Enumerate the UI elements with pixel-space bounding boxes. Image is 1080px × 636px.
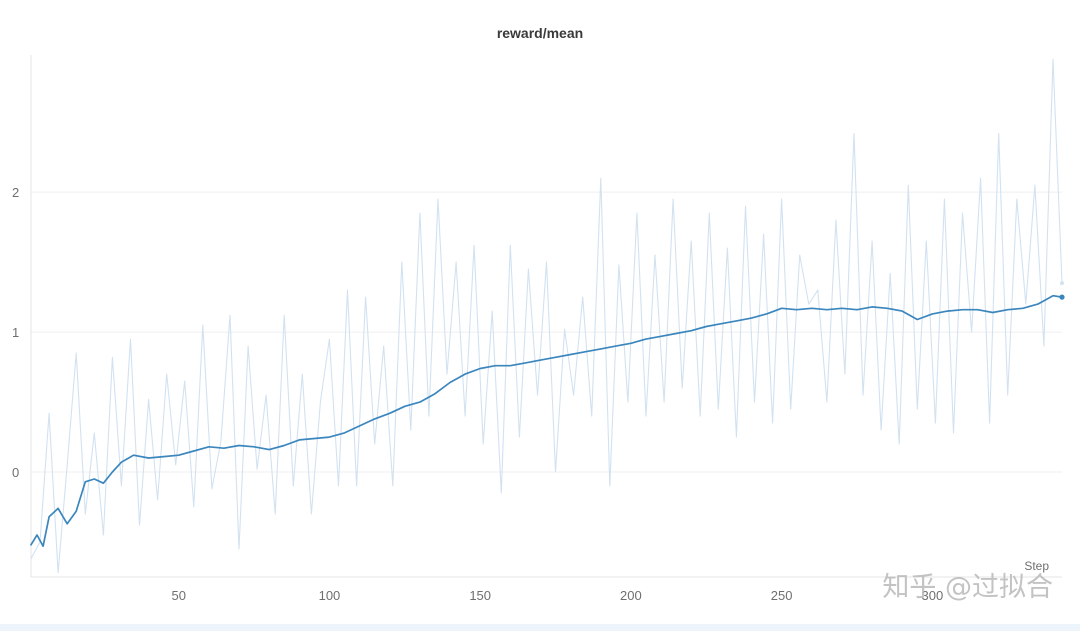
chart-title: reward/mean [497,25,583,41]
raw-series-line[interactable] [30,58,1063,574]
smoothed-series-end-point[interactable] [1059,294,1065,300]
smoothed-series-line[interactable] [30,294,1063,548]
x-tick-label: 150 [469,588,491,603]
bottom-border-strip [0,624,1080,631]
y-tick-label: 2 [12,185,19,200]
series-lines[interactable] [30,58,1065,574]
y-tick-label: 0 [12,465,19,480]
grid-lines [31,191,1062,473]
axes [30,55,1062,578]
raw-series-end-point[interactable] [1060,281,1064,286]
x-axis-label: Step [1024,559,1049,573]
x-tick-label: 300 [922,588,944,603]
x-tick-label: 250 [771,588,793,603]
x-tick-label: 200 [620,588,642,603]
x-tick-label: 100 [319,588,341,603]
watermark: 知乎 @过拟合 [882,572,1053,603]
x-tick-label: 50 [171,588,185,603]
y-tick-label: 1 [12,325,19,340]
